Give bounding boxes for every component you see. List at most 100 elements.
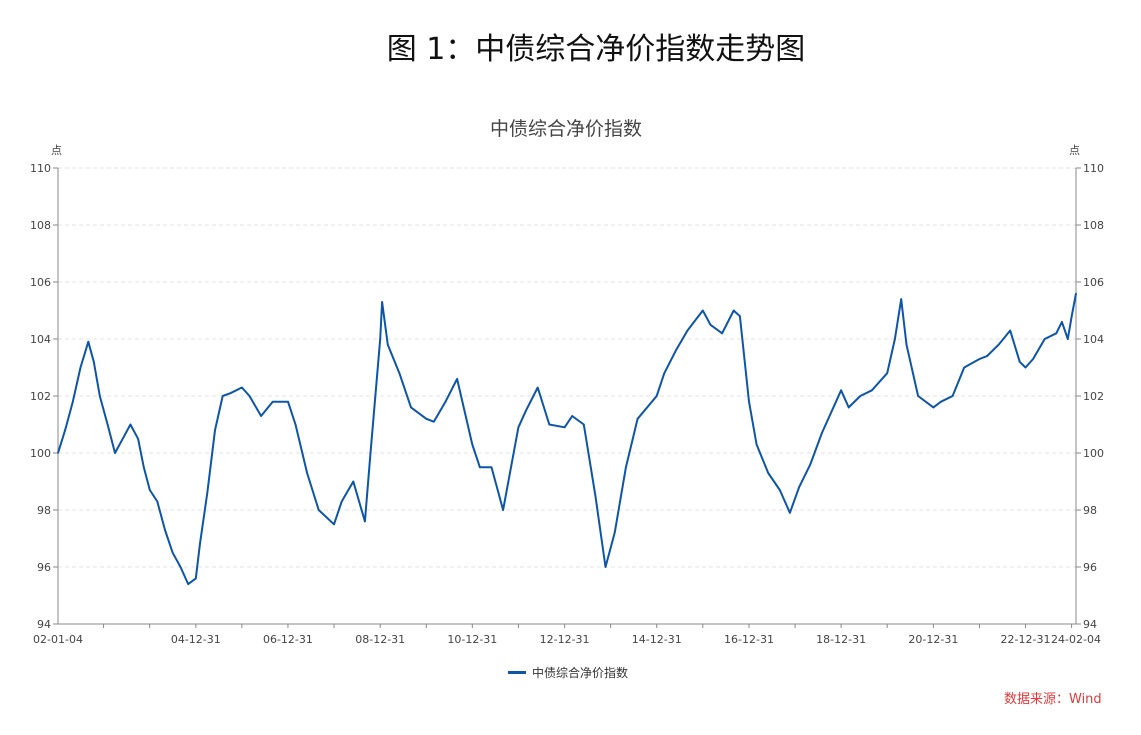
data-point: [894, 338, 896, 340]
data-point: [248, 395, 251, 397]
data-point: [490, 466, 493, 469]
series-line: [57, 293, 1077, 586]
data-point: [739, 315, 741, 318]
data-point: [1055, 332, 1058, 335]
data-point: [479, 466, 481, 469]
data-point: [398, 372, 401, 375]
legend-swatch: [508, 671, 526, 674]
data-point: [229, 392, 232, 395]
data-point: [702, 309, 704, 312]
data-point: [379, 338, 382, 340]
chart-title: 中债综合净价指数: [489, 118, 642, 140]
data-point: [129, 423, 132, 426]
data-point: [79, 366, 82, 369]
data-point: [287, 400, 289, 403]
series-group: [57, 292, 1077, 586]
axes: 94 94 96 96 98 98 100 100 102 102 104 104 106 106 108 1…: [30, 162, 1104, 646]
data-point: [986, 355, 988, 357]
x-tick-label: 06-12-31: [263, 633, 313, 646]
data-point: [72, 400, 74, 403]
data-point: [932, 406, 935, 409]
data-point: [625, 466, 627, 469]
data-point: [1061, 321, 1063, 323]
data-point: [471, 443, 474, 446]
data-point: [381, 301, 383, 303]
data-point: [241, 386, 243, 389]
x-tick-label: 14-12-31: [632, 633, 682, 646]
data-point: [978, 358, 981, 360]
data-point: [444, 400, 447, 403]
x-tick-label: 02-01-04: [33, 633, 83, 646]
data-point: [1009, 329, 1011, 332]
y-tick-label-left: 110: [30, 162, 51, 175]
data-point: [871, 389, 873, 392]
data-point: [221, 395, 224, 397]
data-point: [425, 418, 428, 420]
x-tick-label: 10-12-31: [447, 633, 497, 646]
data-point: [594, 495, 597, 497]
data-point: [271, 400, 274, 403]
data-point: [997, 343, 1000, 346]
data-point: [1067, 338, 1069, 340]
data-point: [1018, 361, 1021, 363]
data-point: [1024, 366, 1027, 369]
data-point: [748, 400, 750, 403]
data-point: [583, 423, 585, 426]
data-point: [57, 452, 59, 454]
data-point: [502, 509, 504, 511]
data-point: [963, 366, 965, 369]
data-point: [917, 395, 919, 397]
data-point: [93, 361, 95, 363]
data-point: [206, 492, 209, 494]
x-tick-label: 20-12-31: [908, 633, 958, 646]
data-point: [387, 343, 389, 346]
y-tick-label-left: 100: [30, 447, 51, 460]
data-point: [340, 500, 343, 503]
data-point: [199, 543, 201, 545]
y-tick-label-right: 108: [1083, 219, 1104, 232]
y-tick-label-right: 94: [1083, 618, 1097, 631]
y-tick-label-right: 100: [1083, 447, 1104, 460]
data-point: [260, 415, 262, 417]
x-tick-label: 08-12-31: [355, 633, 405, 646]
data-point: [636, 418, 639, 420]
data-point: [156, 500, 159, 503]
data-point: [536, 386, 539, 389]
source-note: 数据来源：Wind: [1004, 692, 1102, 707]
x-tick-label: 12-12-31: [540, 633, 590, 646]
data-point: [789, 512, 791, 514]
data-point: [900, 298, 902, 300]
data-point: [732, 309, 735, 312]
data-point: [613, 532, 616, 534]
data-point: [675, 349, 677, 352]
data-point: [433, 420, 435, 423]
data-point: [369, 452, 372, 454]
data-point: [563, 426, 566, 429]
y-axis-unit-left: 点: [51, 144, 62, 157]
data-point: [294, 423, 297, 426]
data-point: [859, 395, 862, 397]
data-point: [317, 509, 320, 511]
data-point: [686, 329, 689, 332]
data-point: [87, 341, 90, 343]
data-point: [306, 472, 308, 474]
data-point: [1032, 358, 1034, 360]
data-point: [195, 577, 197, 580]
data-point: [149, 489, 151, 491]
data-point: [767, 472, 769, 474]
data-point: [99, 395, 101, 397]
y-tick-label-right: 110: [1083, 162, 1104, 175]
data-point: [179, 566, 182, 568]
data-point: [410, 406, 412, 409]
data-point: [663, 372, 666, 375]
data-point: [333, 523, 335, 526]
y-tick-label-left: 102: [30, 390, 51, 403]
data-point: [187, 583, 189, 585]
y-tick-label-right: 98: [1083, 504, 1097, 517]
y-tick-label-left: 106: [30, 276, 51, 289]
y-axis-unit-right: 点: [1069, 144, 1080, 157]
data-point: [548, 423, 551, 426]
y-tick-label-right: 102: [1083, 390, 1104, 403]
data-point: [164, 529, 166, 531]
